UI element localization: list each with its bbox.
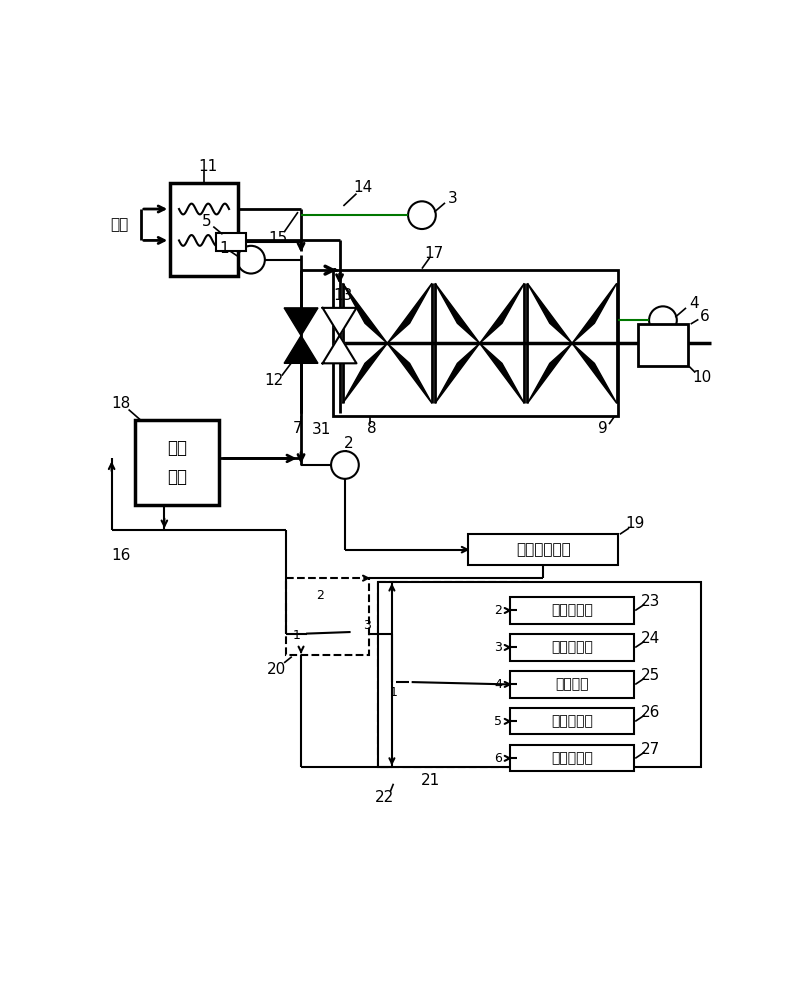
Polygon shape — [387, 283, 431, 343]
Polygon shape — [284, 308, 318, 336]
Text: 6: 6 — [699, 309, 708, 324]
Bar — [135, 420, 219, 505]
Bar — [468, 534, 618, 565]
Bar — [510, 634, 633, 661]
Polygon shape — [479, 343, 524, 403]
Polygon shape — [342, 343, 387, 403]
Polygon shape — [322, 336, 356, 363]
Bar — [510, 597, 633, 624]
Text: 20: 20 — [266, 662, 286, 677]
Text: 突开测试挡: 突开测试挡 — [550, 714, 593, 728]
Text: 2: 2 — [343, 436, 353, 451]
Bar — [378, 582, 528, 767]
Polygon shape — [435, 283, 479, 343]
Bar — [510, 671, 633, 698]
Text: 12: 12 — [264, 373, 283, 388]
Text: 5: 5 — [493, 715, 501, 728]
Polygon shape — [322, 308, 356, 336]
Text: 执行
机构: 执行 机构 — [167, 439, 187, 486]
Polygon shape — [571, 283, 616, 343]
Text: 7: 7 — [292, 421, 302, 436]
Text: 17: 17 — [423, 246, 443, 261]
Text: 1: 1 — [219, 241, 229, 256]
Text: 8: 8 — [367, 421, 376, 436]
Text: 9: 9 — [597, 421, 607, 436]
Text: 6: 6 — [493, 752, 501, 765]
Polygon shape — [284, 336, 318, 363]
Text: 初始位挡: 初始位挡 — [555, 677, 588, 691]
Text: 24: 24 — [640, 631, 659, 646]
Text: 13: 13 — [334, 288, 353, 303]
Text: 开位测试挡: 开位测试挡 — [550, 603, 593, 617]
Text: 2: 2 — [493, 604, 501, 617]
Bar — [510, 745, 633, 771]
Text: 27: 27 — [640, 742, 659, 757]
Text: 19: 19 — [625, 516, 644, 531]
Bar — [216, 233, 245, 251]
Text: 5: 5 — [202, 214, 212, 229]
Text: 23: 23 — [640, 594, 659, 609]
Text: 2: 2 — [316, 589, 324, 602]
Text: 4: 4 — [493, 678, 501, 691]
Text: 关位测试挡: 关位测试挡 — [550, 640, 593, 654]
Polygon shape — [387, 343, 431, 403]
Text: 25: 25 — [640, 668, 659, 683]
Text: 给水: 给水 — [110, 217, 128, 232]
Text: 31: 31 — [311, 422, 330, 437]
Polygon shape — [571, 343, 616, 403]
Text: 22: 22 — [374, 790, 393, 805]
Text: 突关测试挡: 突关测试挡 — [550, 751, 593, 765]
Bar — [378, 582, 701, 767]
Text: 16: 16 — [111, 548, 131, 563]
Bar — [286, 578, 368, 655]
Text: 26: 26 — [640, 705, 659, 720]
Polygon shape — [479, 283, 524, 343]
Polygon shape — [527, 283, 571, 343]
Polygon shape — [527, 343, 571, 403]
Bar — [510, 708, 633, 734]
Text: 14: 14 — [353, 180, 372, 195]
Text: 负荷指令模块: 负荷指令模块 — [515, 542, 570, 557]
Text: 21: 21 — [420, 773, 439, 788]
Text: 1: 1 — [389, 686, 397, 699]
Bar — [333, 270, 618, 416]
Text: 18: 18 — [111, 396, 130, 411]
Text: 1: 1 — [292, 629, 300, 642]
Text: 3: 3 — [448, 191, 457, 206]
Text: 3: 3 — [493, 641, 501, 654]
Text: 3: 3 — [363, 619, 370, 632]
Bar — [170, 183, 237, 276]
Text: 11: 11 — [198, 159, 217, 174]
Text: 4: 4 — [688, 296, 698, 311]
Bar — [637, 324, 687, 366]
Polygon shape — [435, 343, 479, 403]
Polygon shape — [342, 283, 387, 343]
Text: 15: 15 — [268, 231, 287, 246]
Text: 10: 10 — [691, 370, 711, 385]
